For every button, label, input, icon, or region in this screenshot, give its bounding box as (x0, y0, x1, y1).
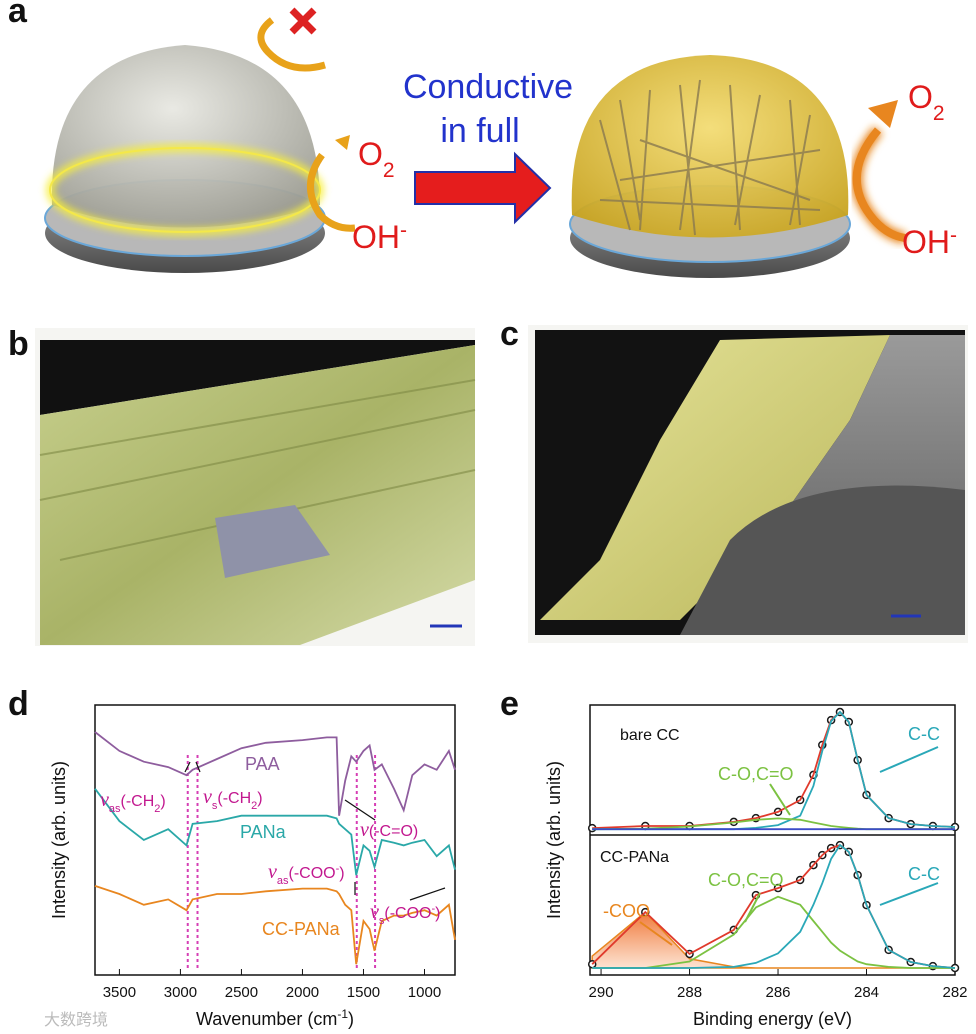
series-line (592, 895, 955, 969)
series-line (94, 788, 456, 876)
text-part: ) (339, 865, 344, 882)
species-label: O2 (908, 79, 945, 125)
text-part: - (400, 219, 407, 242)
text-part: OH (352, 219, 400, 255)
annotation: ν(-C=O) (360, 819, 418, 841)
text-part: (-C=O) (369, 823, 418, 840)
text-part: bare CC (620, 727, 680, 744)
text-part: ) (348, 1009, 354, 1029)
text-part: (-CH (217, 790, 251, 807)
text-part: ) (435, 905, 440, 922)
text-part: (-COO (384, 905, 431, 922)
text-part: -1 (337, 1007, 348, 1021)
text-part: O (908, 79, 933, 115)
panel-label: b (8, 325, 29, 363)
text-part: (-CH (121, 793, 155, 810)
text-part: s (379, 915, 385, 927)
series-label: PANa (240, 822, 287, 842)
x-tick-label: 2000 (286, 984, 319, 1001)
text-part: as (277, 875, 289, 887)
annotation: νas(-COO-) (268, 861, 345, 887)
text-part: O (358, 136, 383, 172)
annotation: bare CC (620, 727, 680, 744)
text-part: CC-PANa (600, 849, 669, 866)
x-tick-label: 1500 (347, 984, 380, 1001)
plot-frame (94, 704, 456, 976)
annotation: CC-PANa (600, 849, 669, 866)
series-label: C-O,C=O (708, 870, 784, 890)
arrow (195, 761, 201, 773)
panel-label: c (500, 315, 519, 353)
panel-label: e (500, 685, 519, 723)
arrow (409, 887, 446, 901)
panel-label: a (8, 0, 28, 30)
text-part: ) (160, 793, 165, 810)
text-part: ν (360, 819, 369, 841)
species-label: OH- (902, 224, 957, 261)
species-label: OH- (352, 219, 407, 256)
x-tick-label: 3000 (164, 984, 197, 1001)
text-part: ) (257, 790, 262, 807)
text-in-full: in full (440, 112, 519, 150)
text-part: ν (203, 786, 212, 808)
species-label: O2 (358, 136, 395, 182)
arrow (744, 892, 761, 923)
arrow (879, 746, 939, 773)
text-part: as (109, 803, 121, 815)
panel-a-art (44, 7, 907, 278)
arrow (879, 882, 939, 906)
text-part: ν (268, 861, 277, 883)
text-part: Binding energy (eV) (693, 1009, 852, 1029)
text-part: 2 (933, 102, 945, 125)
text-part: 2 (251, 800, 257, 812)
text-part: ν (370, 901, 379, 923)
y-axis-label: Intensity (arb. units) (49, 761, 69, 919)
series-label: C-C (908, 724, 940, 744)
text-part: ν (100, 789, 109, 811)
watermark: 大数跨境 (44, 1010, 108, 1029)
x-tick-label: 3500 (103, 984, 136, 1001)
text-part: 2 (383, 159, 395, 182)
series-label: -COO (603, 901, 650, 921)
text-part: - (432, 903, 436, 915)
series-line (94, 885, 456, 965)
panel-c-image (528, 325, 968, 643)
x-tick-label: 286 (766, 984, 791, 1001)
text-part: s (212, 800, 218, 812)
arrow (639, 921, 673, 946)
x-axis-label: Binding energy (eV) (693, 1009, 852, 1029)
series-label: PAA (245, 754, 280, 774)
text-part: 2 (154, 803, 160, 815)
x-tick-label: 284 (854, 984, 879, 1001)
x-tick-label: 2500 (225, 984, 258, 1001)
plot-frame (589, 704, 956, 976)
annotation: νs(-CH2) (203, 786, 263, 812)
text-conductive: Conductive (403, 68, 573, 106)
series-label: CC-PANa (262, 919, 341, 939)
x-tick-label: 282 (942, 984, 967, 1001)
text-part: - (950, 224, 957, 247)
text-part: - (336, 863, 340, 875)
y-axis-label: Intensity (arb. units) (544, 761, 564, 919)
panel-b-image (35, 328, 476, 646)
arrow (344, 799, 376, 821)
arrow (184, 761, 191, 773)
x-tick-label: 1000 (408, 984, 441, 1001)
text-part: OH (902, 224, 950, 260)
arrow (769, 783, 791, 816)
annotation: νas(-CH2) (100, 789, 166, 815)
text-part: (-COO (289, 865, 336, 882)
annotation: νs(-COO-) (370, 901, 441, 927)
text-part: Wavenumber (cm (196, 1009, 337, 1029)
x-tick-label: 288 (677, 984, 702, 1001)
series-label: C-C (908, 864, 940, 884)
x-axis-label: Wavenumber (cm-1) (196, 1007, 354, 1029)
series-line (94, 731, 456, 816)
series-line (592, 843, 956, 969)
series-label: C-O,C=O (718, 764, 794, 784)
x-tick-label: 290 (589, 984, 614, 1001)
panel-label: d (8, 685, 29, 723)
